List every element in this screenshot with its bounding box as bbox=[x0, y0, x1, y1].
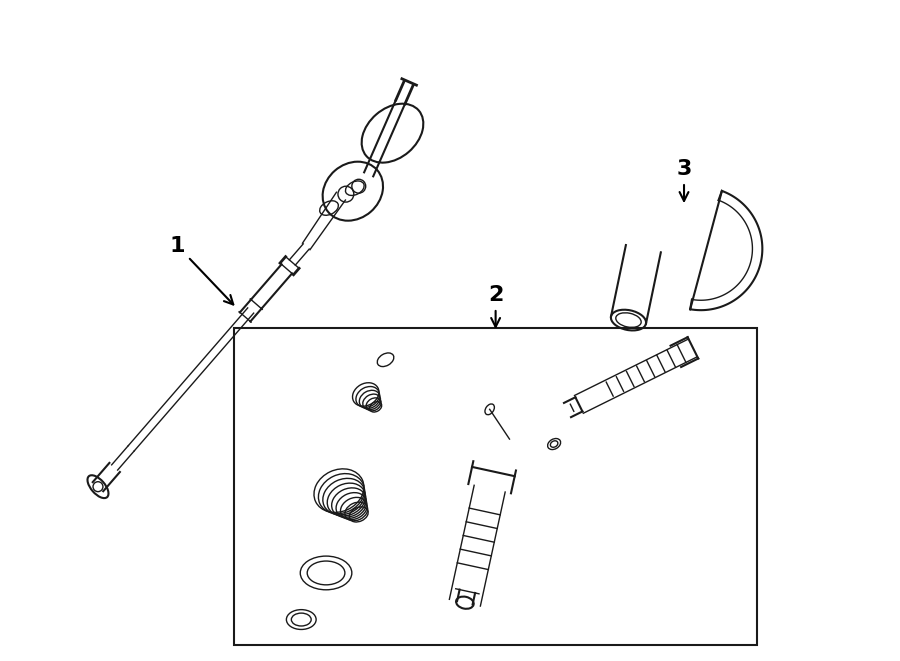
Text: 1: 1 bbox=[169, 236, 233, 305]
Text: 2: 2 bbox=[488, 286, 503, 327]
Text: 3: 3 bbox=[676, 159, 692, 201]
Bar bbox=[234, 328, 758, 645]
